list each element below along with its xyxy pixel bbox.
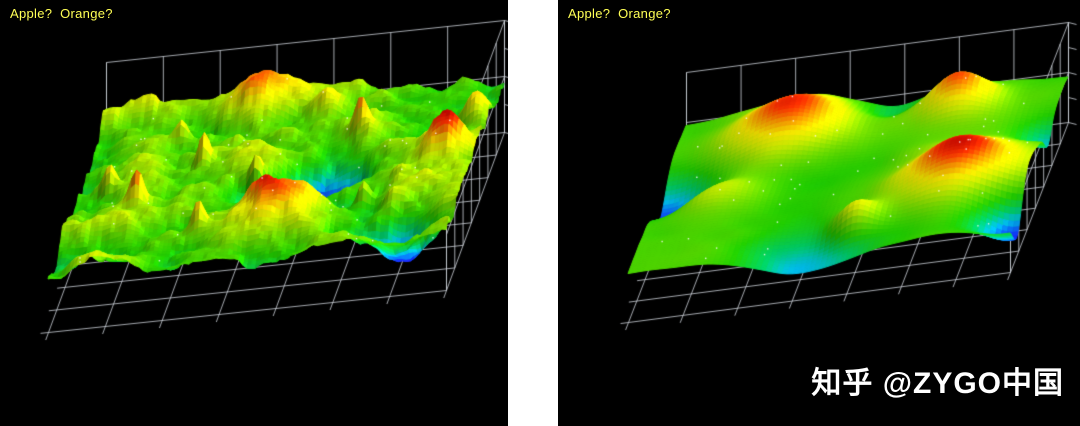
surface-plot-panel-left: Apple? Orange? xyxy=(0,0,508,426)
surface-plot-canvas-right xyxy=(558,0,1080,426)
surface-plot-panel-right: Apple? Orange? 知乎 @ZYGO中国 xyxy=(558,0,1080,426)
watermark-text: 知乎 @ZYGO中国 xyxy=(811,367,1064,400)
surface-plot-canvas-left xyxy=(0,0,508,426)
plot-label-left: Apple? Orange? xyxy=(10,6,113,21)
plot-label-right: Apple? Orange? xyxy=(568,6,671,21)
